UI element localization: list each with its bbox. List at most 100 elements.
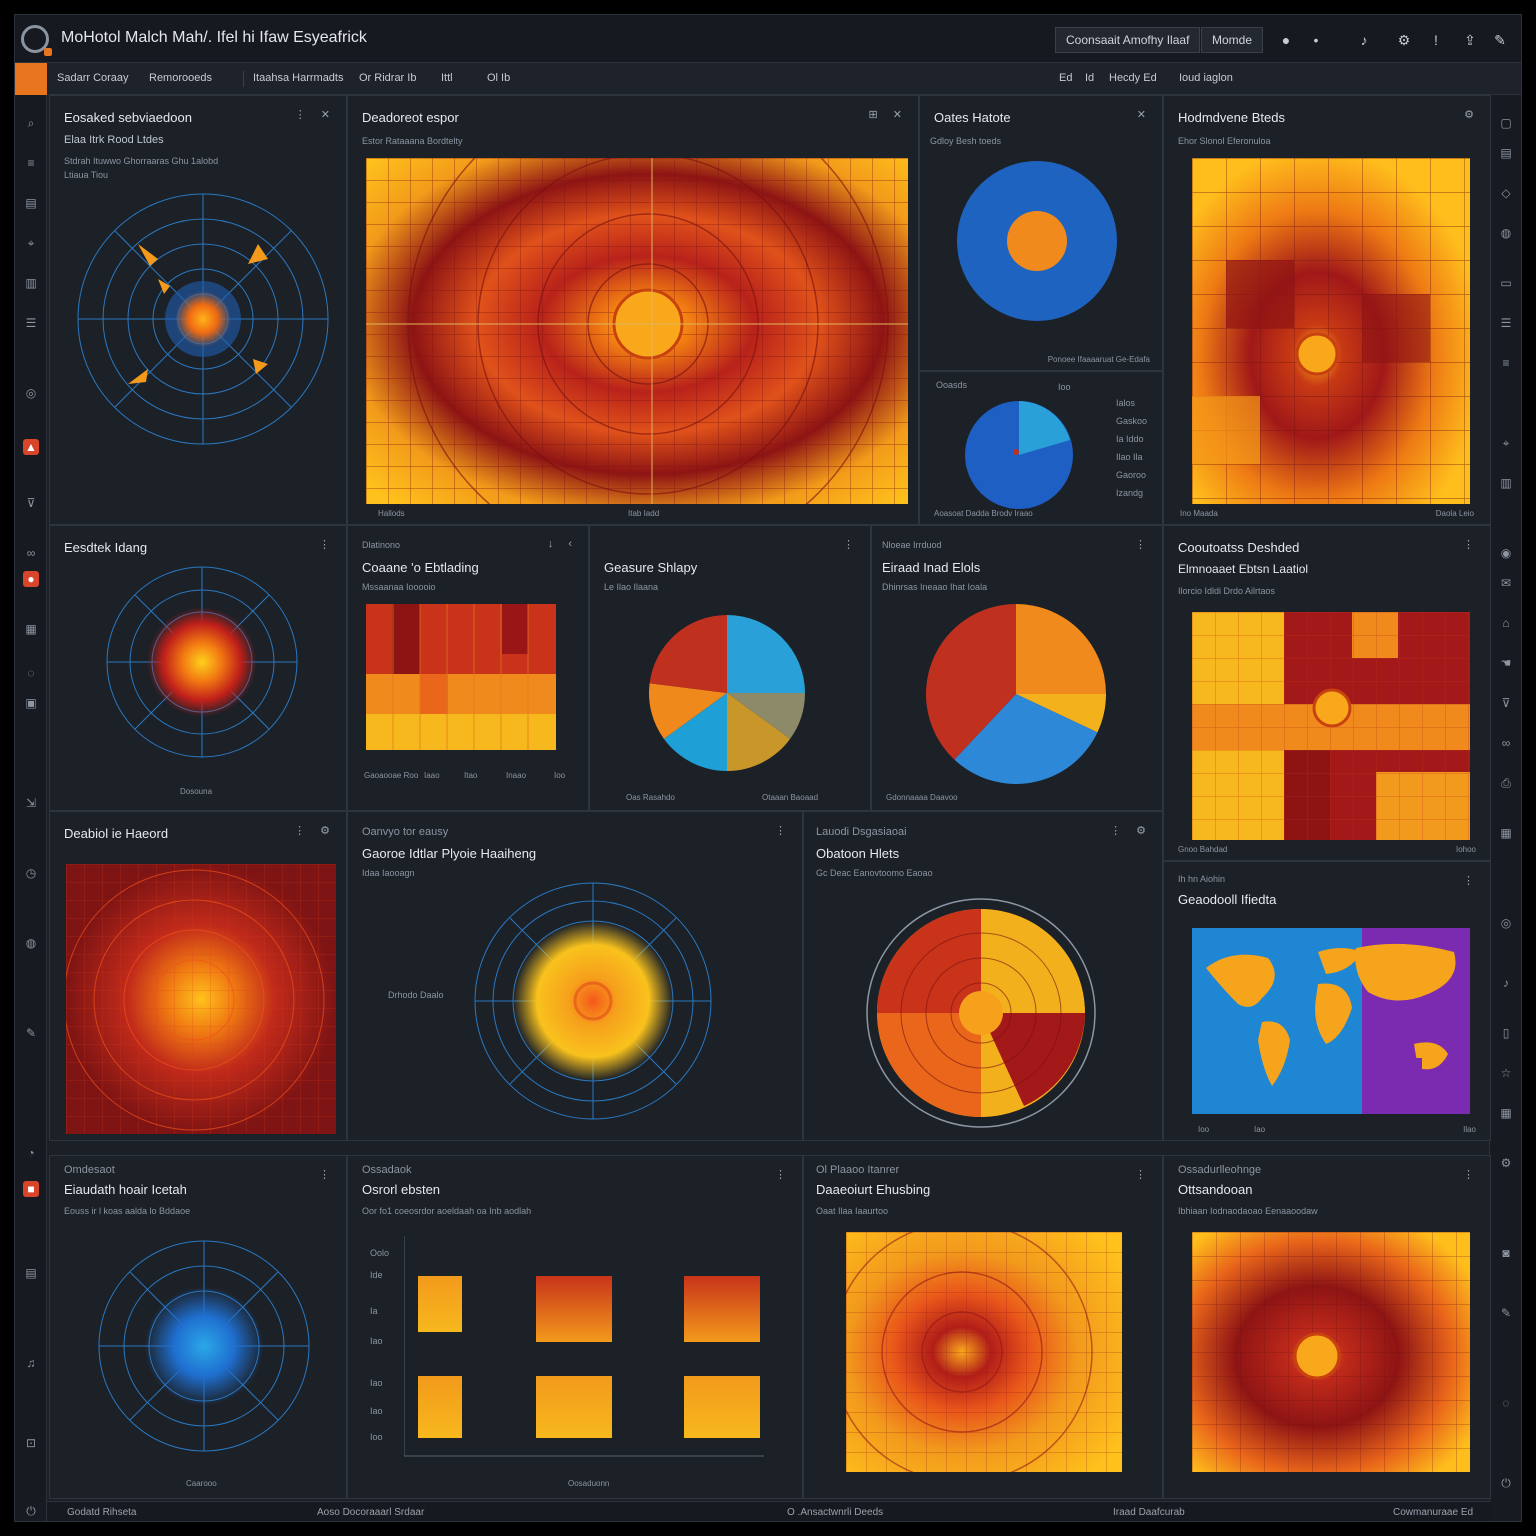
panel-menu-icon[interactable]: ⋮ xyxy=(1463,875,1480,887)
sidebar-edit-icon[interactable]: ✎ xyxy=(25,1026,37,1040)
rightbar-link-icon[interactable]: ∞ xyxy=(1501,736,1511,750)
panel-value: Ioo xyxy=(1058,382,1071,392)
rightbar-list-icon[interactable]: ☰ xyxy=(1500,316,1512,330)
home-icon[interactable] xyxy=(15,63,47,95)
rightbar-target-icon[interactable]: ◎ xyxy=(1500,916,1512,930)
sidebar-note-icon[interactable]: ♫ xyxy=(26,1356,36,1370)
mode-button[interactable]: Momde xyxy=(1201,27,1264,53)
rightbar-globe-icon[interactable]: ◍ xyxy=(1500,226,1512,240)
panel-menu-icon[interactable]: ⋮ xyxy=(1135,539,1152,551)
legend-item: Ialos xyxy=(1116,398,1136,408)
panel-menu-icon[interactable]: ⋮ ⚙ xyxy=(294,825,336,837)
sidebar-record-icon[interactable]: ● xyxy=(23,571,39,587)
sidebar-layers-icon[interactable]: ≡ xyxy=(27,156,35,170)
rightbar-filter-icon[interactable]: ⊽ xyxy=(1501,696,1511,710)
sidebar-filter-icon[interactable]: ⊽ xyxy=(26,496,36,510)
rightbar-window-icon[interactable]: ▢ xyxy=(1500,116,1512,130)
rightbar-bookmark-icon[interactable]: ▯ xyxy=(1502,1026,1510,1040)
info-icon[interactable]: ! xyxy=(1434,32,1438,48)
rightbar-mail-icon[interactable]: ✉ xyxy=(1500,576,1512,590)
sidebar-chart-icon[interactable]: ▥ xyxy=(25,276,37,290)
record-icon[interactable]: ● xyxy=(1281,32,1291,48)
panel-menu-icon[interactable]: ⊞ ✕ xyxy=(868,109,908,121)
rightbar-grid-icon[interactable]: ▦ xyxy=(1500,1106,1512,1120)
panel-menu-icon[interactable]: ⋮ ✕ xyxy=(294,109,336,121)
map-region xyxy=(1355,943,1456,1001)
sidebar-window-icon[interactable]: ▣ xyxy=(25,696,37,710)
toolbar-right-1[interactable]: Ed xyxy=(1059,72,1073,84)
toolbar-right-2[interactable]: Id xyxy=(1085,72,1095,84)
sidebar-link-icon[interactable]: ∞ xyxy=(26,546,36,560)
rightbar-star-icon[interactable]: ☆ xyxy=(1500,1066,1512,1080)
panel-footer: Oosaduonn xyxy=(568,1479,610,1488)
rightbar-pin-icon[interactable]: ⌖ xyxy=(1502,436,1510,450)
panel-menu-icon[interactable]: ↓ ‹ xyxy=(547,538,578,550)
panel-menu-icon[interactable]: ⋮ ⚙ xyxy=(1110,825,1152,837)
rightbar-camera-icon[interactable]: ◙ xyxy=(1502,1246,1510,1260)
rightbar-doc-icon[interactable]: ▤ xyxy=(1500,146,1512,160)
panel-menu-icon[interactable]: ⋮ xyxy=(1135,1169,1152,1181)
dot-icon[interactable]: • xyxy=(1313,32,1319,48)
rightbar-folder-icon[interactable]: ▭ xyxy=(1500,276,1512,290)
panel-caption: Gc Deac Eanovtoomo Eaoao xyxy=(816,868,933,878)
toolbar-right-4[interactable]: Ioud iaglon xyxy=(1179,72,1233,84)
sidebar-export-icon[interactable]: ⇲ xyxy=(25,796,37,810)
sidebar-list-icon[interactable]: ☰ xyxy=(25,316,37,330)
sidebar-lock-icon[interactable]: ⊡ xyxy=(25,1436,37,1450)
pie-slice xyxy=(727,693,805,739)
rightbar-power-icon[interactable]: ⏻ xyxy=(1501,1476,1511,1490)
rightbar-chat-icon[interactable]: ◌ xyxy=(1502,1396,1510,1410)
sidebar-pin-icon[interactable]: ⌖ xyxy=(27,236,35,250)
tools-icon[interactable]: ✎ xyxy=(1494,32,1506,48)
rightbar-user-icon[interactable]: ◉ xyxy=(1500,546,1512,560)
sidebar-search-icon[interactable]: ⌕ xyxy=(27,116,35,130)
panel-menu-icon[interactable]: ⚙ xyxy=(1464,109,1480,121)
sidebar-grid-icon[interactable]: ▦ xyxy=(25,622,37,636)
panel-menu-icon[interactable]: ⋮ xyxy=(775,1169,792,1181)
panel-footer-right: Daola Leio xyxy=(1435,509,1474,518)
panel-menu-icon[interactable]: ⋮ xyxy=(1463,1169,1480,1181)
panel-menu-icon[interactable]: ⋮ xyxy=(1463,539,1480,551)
rightbar-stack-icon[interactable]: ▦ xyxy=(1500,826,1512,840)
sidebar-power-icon[interactable]: ⏻ xyxy=(26,1504,36,1518)
rightbar-hand-icon[interactable]: ☚ xyxy=(1500,656,1512,670)
panel-menu-icon[interactable]: ⋮ xyxy=(843,539,860,551)
rightbar-chart-icon[interactable]: ▥ xyxy=(1500,476,1512,490)
toolbar-item-2[interactable]: Remorooeds xyxy=(149,72,212,84)
panel-menu-icon[interactable]: ✕ xyxy=(1136,109,1152,121)
sidebar-table-icon[interactable]: ▤ xyxy=(25,1266,37,1280)
toolbar-item-1[interactable]: Sadarr Coraay xyxy=(57,72,129,84)
toolbar-item-6[interactable]: Ol Ib xyxy=(487,72,511,84)
sidebar-doc-icon[interactable]: ▤ xyxy=(25,196,37,210)
rightbar-print-icon[interactable]: ⎙ xyxy=(1501,776,1511,790)
panel-menu-icon[interactable]: ⋮ xyxy=(775,825,792,837)
rightbar-shield-icon[interactable]: ◇ xyxy=(1501,186,1511,200)
panel-header: Ossadurlleohnge xyxy=(1178,1164,1262,1176)
sidebar-globe-icon[interactable]: ◍ xyxy=(25,936,37,950)
analysis-button[interactable]: Coonsaait Amofhy Ilaaf xyxy=(1055,27,1201,53)
rightbar-sliders-icon[interactable]: ≡ xyxy=(1502,356,1510,370)
sidebar-clock-icon[interactable]: ◔ xyxy=(27,1146,35,1160)
share-icon[interactable]: ⇪ xyxy=(1464,32,1476,48)
bell-icon[interactable]: ♪ xyxy=(1360,32,1368,48)
sidebar-alert-icon[interactable]: ▲ xyxy=(23,439,39,455)
toolbar-right-3[interactable]: Hecdy Ed xyxy=(1109,72,1157,84)
panel-subtitle: Elmnoaaet Ebtsn Laatiol xyxy=(1178,562,1309,576)
panel-menu-icon[interactable]: ⋮ xyxy=(319,539,336,551)
row-label: Iao xyxy=(370,1406,383,1416)
app-logo-icon xyxy=(21,25,52,56)
sidebar-flag-icon[interactable]: ■ xyxy=(23,1181,39,1197)
rightbar-bell-icon[interactable]: ♪ xyxy=(1503,976,1509,990)
toolbar-item-4[interactable]: Or Ridrar Ib xyxy=(359,72,417,84)
toolbar-item-5[interactable]: Ittl xyxy=(441,72,453,84)
sidebar-compass-icon[interactable]: ◷ xyxy=(25,866,37,880)
rightbar-tools-icon[interactable]: ✎ xyxy=(1500,1306,1512,1320)
rightbar-gear-icon[interactable]: ⚙ xyxy=(1500,1156,1512,1170)
toolbar-item-3[interactable]: Itaahsa Harrmadts xyxy=(253,72,344,84)
pie-slice xyxy=(1016,694,1106,733)
settings-icon[interactable]: ⚙ xyxy=(1397,32,1411,48)
sidebar-chat-icon[interactable]: ◌ xyxy=(27,666,35,680)
rightbar-tag-icon[interactable]: ⌂ xyxy=(1502,616,1510,630)
sidebar-target-icon[interactable]: ◎ xyxy=(25,386,37,400)
panel-menu-icon[interactable]: ⋮ xyxy=(319,1169,336,1181)
